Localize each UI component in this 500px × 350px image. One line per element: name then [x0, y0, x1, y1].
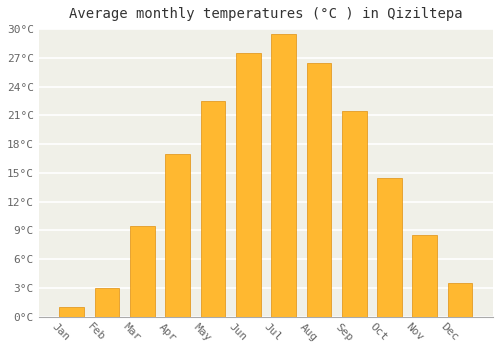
Bar: [166, 154, 190, 317]
Bar: [412, 235, 437, 317]
Bar: [377, 178, 402, 317]
Bar: [271, 34, 296, 317]
Bar: [130, 226, 155, 317]
Bar: [342, 111, 366, 317]
Bar: [60, 307, 84, 317]
Bar: [94, 288, 120, 317]
Bar: [200, 101, 226, 317]
Bar: [236, 53, 260, 317]
Bar: [448, 283, 472, 317]
Bar: [306, 63, 331, 317]
Title: Average monthly temperatures (°C ) in Qiziltepa: Average monthly temperatures (°C ) in Qi…: [69, 7, 462, 21]
